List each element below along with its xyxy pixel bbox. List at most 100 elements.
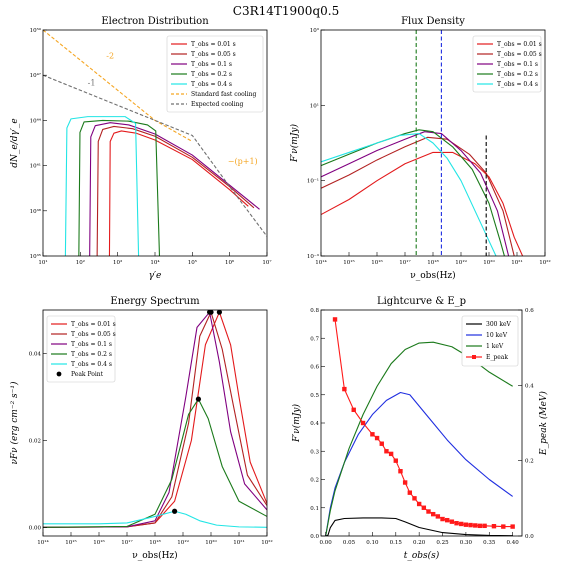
chart-title: Electron Distribution: [101, 16, 209, 27]
x-tick-label: 0.40: [507, 540, 520, 546]
series-line-1: [321, 136, 515, 256]
epeak-marker-8: [388, 451, 394, 457]
y-tick-label-right: 0.0: [525, 534, 534, 540]
legend-entry: T_obs = 0.01 s: [497, 41, 542, 48]
y-tick-label: 10¹: [310, 102, 319, 109]
y-tick-label: 0.02: [29, 438, 41, 444]
legend-entry: T_obs = 0.01 s: [71, 321, 116, 328]
panel-energy-spectrum: 10¹⁴ 10¹⁵ 10¹⁶ 10¹⁷ 10¹⁸ 10¹⁹ 10²⁰ 10²¹ 10²² 0.00…: [9, 296, 273, 561]
x-tick-label: 10⁴: [150, 259, 160, 266]
x-tick-label: 10¹⁶: [93, 539, 105, 546]
legend-entry: T_obs = 0.4 s: [497, 81, 538, 88]
epeak-marker-13: [412, 496, 417, 501]
x-tick-label: 0.05: [343, 540, 356, 546]
x-tick-label: 10¹: [38, 259, 47, 266]
x-tick-label: 10¹⁶: [371, 259, 383, 266]
x-tick-label: 0.15: [390, 540, 403, 546]
x-tick-label: 10¹⁹: [455, 259, 467, 266]
epeak-marker-11: [402, 480, 408, 485]
annotation-slope-2: -2: [106, 52, 114, 61]
annotation-slope-p1: −(p+1): [228, 157, 258, 166]
chart-title: Energy Spectrum: [110, 296, 200, 307]
x-tick-label: 0.10: [366, 540, 379, 546]
y-tick-label: 10⁴¹: [30, 163, 41, 170]
y-tick-label: 10⁵⁰: [30, 27, 42, 34]
x-tick-label: 0.30: [460, 540, 473, 546]
legend-entry: T_obs = 0.05 s: [497, 51, 542, 58]
y-tick-label: 0.6: [310, 365, 319, 371]
epeak-marker-0: [332, 317, 338, 322]
legend-box: [46, 315, 116, 383]
y-axis-label: F′ν(mJy): [291, 404, 302, 443]
legend-entry: Standard fast cooling: [191, 91, 256, 98]
legend-entry: 1 keV: [486, 343, 504, 350]
x-tick-label: 10¹⁴: [315, 259, 327, 266]
epeak-marker-29: [491, 524, 497, 529]
legend-entry: 300 keV: [486, 321, 512, 328]
x-tick-label: 10¹⁸: [149, 539, 161, 546]
x-tick-label: 10¹⁹: [177, 539, 189, 546]
legend-marker-peak: [56, 371, 62, 377]
y-tick-label: 10³: [310, 27, 319, 34]
x-axis-label: ν_obs(Hz): [410, 270, 455, 281]
x-tick-label: 10²²: [539, 259, 550, 266]
y-tick-label: 0.0: [310, 534, 319, 540]
x-tick-label: 10²⁰: [205, 539, 217, 546]
epeak-marker-6: [379, 441, 384, 446]
legend-entry: T_obs = 0.05 s: [191, 51, 236, 58]
legend-box: [472, 35, 542, 93]
series-line-2: [325, 341, 513, 536]
y-tick-label-right: 0.6: [525, 308, 534, 314]
plot-area: [43, 310, 267, 528]
y-tick-label: 0.4: [310, 421, 319, 427]
y-tick-label: 10⁻³: [307, 253, 319, 260]
legend-entry: T_obs = 0.01 s: [191, 41, 236, 48]
x-tick-label: 10²¹: [511, 259, 522, 266]
peak-point-0: [216, 310, 222, 315]
epeak-marker-4: [370, 432, 375, 437]
series-line-1: [43, 311, 267, 528]
x-tick-label: 10¹⁷: [121, 539, 133, 546]
series-line-2: [89, 122, 260, 256]
x-tick-label: 10⁵: [188, 259, 197, 266]
x-tick-label: 0.00: [320, 540, 333, 546]
peak-point-2: [207, 310, 213, 315]
series-line-1: [325, 391, 513, 536]
epeak-marker-16: [426, 509, 431, 514]
y-tick-label-right: 0.2: [525, 459, 534, 465]
y-tick-label: 0.5: [310, 393, 319, 399]
chart-title: Lightcurve & E_p: [377, 296, 466, 307]
y-tick-label: 10³⁸: [30, 208, 42, 215]
legend-box: [166, 35, 264, 113]
legend-entry: 10 keV: [486, 332, 508, 339]
figure-title: C3R14T1900q0.5: [233, 4, 339, 18]
panel-flux-density: 10¹⁴ 10¹⁵ 10¹⁶ 10¹⁷ 10¹⁸ 10¹⁹ 10²⁰ 10²¹ 10²² 10⁻³…: [289, 16, 551, 281]
y-tick-label: 0.04: [29, 351, 42, 357]
series-line-2: [321, 131, 510, 256]
y-tick-label: 10³⁵: [30, 253, 41, 260]
epeak-marker-22: [454, 520, 459, 526]
series-line-3: [321, 129, 505, 256]
x-tick-label: 10²¹: [233, 539, 244, 546]
y-tick-label: 0.2: [310, 478, 319, 484]
x-tick-label: 10²²: [261, 539, 272, 546]
epeak-marker-9: [393, 458, 398, 463]
epeak-marker-7: [384, 449, 389, 454]
epeak-marker-21: [449, 519, 455, 524]
panel-lightcurve: 0.00 0.05 0.10 0.15 0.20 0.25 0.30 0.35 0.40 0.0 0…: [291, 296, 549, 561]
legend-marker-square: [472, 355, 476, 359]
series-line-5: [43, 30, 193, 142]
legend-entry: T_obs = 0.05 s: [71, 331, 116, 338]
legend-entry: T_obs = 0.2 s: [71, 351, 112, 358]
legend-entry: T_obs = 0.2 s: [497, 71, 538, 78]
legend-entry: T_obs = 0.1 s: [191, 61, 232, 68]
x-tick-label: 10²⁰: [483, 259, 495, 266]
x-tick-label: 0.20: [413, 540, 426, 546]
series-line-2: [43, 311, 267, 528]
y-axis-label: νFν (erg cm⁻² s⁻¹): [9, 381, 20, 465]
y-tick-label: 0.3: [310, 449, 319, 455]
epeak-marker-28: [482, 523, 487, 529]
plot-area: [321, 30, 524, 256]
y-axis-label-right: E_peak (MeV): [538, 391, 549, 456]
legend-entry: T_obs = 0.1 s: [71, 341, 112, 348]
